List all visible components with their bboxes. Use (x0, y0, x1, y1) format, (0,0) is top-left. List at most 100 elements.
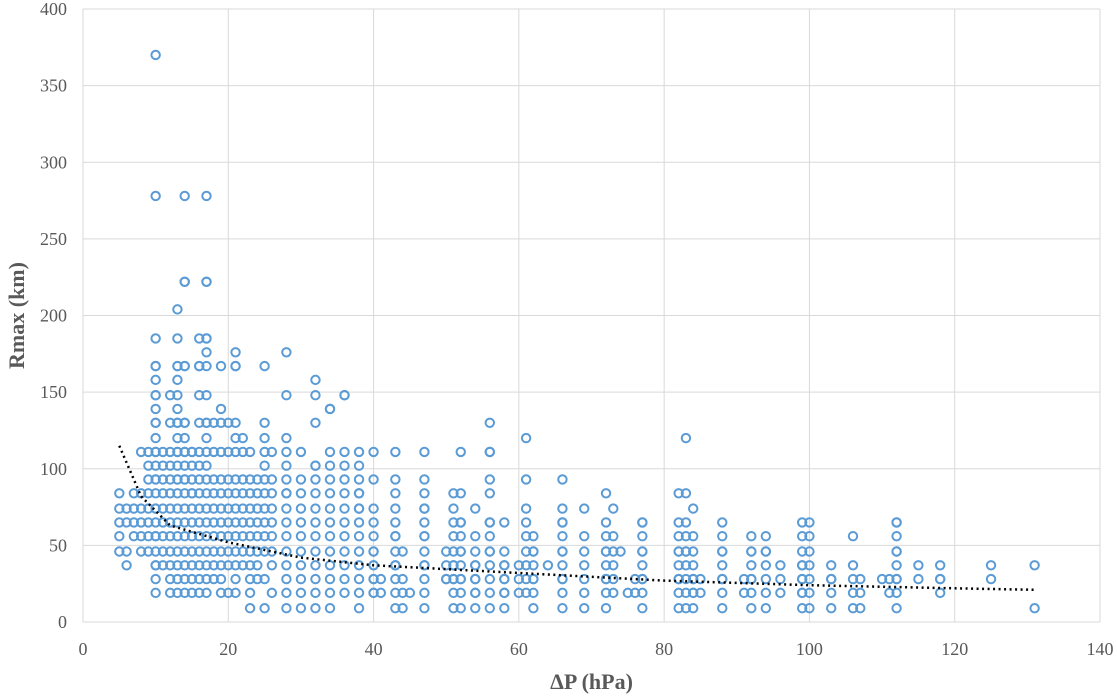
data-point (455, 517, 466, 528)
data-point (186, 474, 198, 485)
data-point (143, 446, 154, 458)
data-point (688, 573, 699, 585)
data-point (847, 530, 859, 542)
data-point (179, 573, 190, 585)
data-point (746, 587, 757, 599)
data-point (150, 474, 161, 485)
data-point (390, 587, 401, 599)
data-point (579, 573, 590, 585)
data-point (470, 546, 481, 557)
data-point (244, 474, 256, 485)
data-point (143, 460, 154, 471)
data-point (164, 389, 176, 401)
data-point (600, 573, 612, 585)
data-point (150, 503, 161, 514)
data-point (390, 517, 401, 528)
data-point (201, 488, 212, 499)
y-tick-label: 250 (40, 229, 67, 249)
data-point (339, 389, 350, 401)
data-point (215, 360, 227, 372)
data-point (150, 460, 161, 471)
data-point (484, 546, 495, 557)
data-point (230, 517, 241, 528)
data-point (847, 603, 859, 614)
data-point (448, 517, 459, 528)
data-point (760, 546, 772, 557)
data-point (237, 560, 249, 571)
data-point (259, 446, 270, 458)
data-point (404, 587, 416, 599)
data-point (186, 546, 198, 557)
data-point (186, 517, 198, 528)
data-point (855, 603, 866, 614)
data-point (673, 587, 684, 599)
data-point (796, 517, 808, 528)
data-point (673, 546, 684, 557)
data-point (891, 603, 902, 614)
data-point (150, 546, 161, 557)
data-point (215, 560, 227, 571)
data-point (520, 587, 532, 599)
data-point (121, 517, 132, 528)
data-point (194, 546, 205, 557)
data-point (244, 560, 256, 571)
data-point (470, 587, 481, 599)
data-point (913, 560, 924, 571)
data-point (208, 474, 219, 485)
data-point (390, 603, 401, 614)
data-point (150, 333, 161, 344)
data-point (484, 417, 495, 428)
data-point (419, 474, 430, 485)
data-point (295, 546, 307, 557)
data-point (150, 432, 161, 444)
data-point (796, 560, 808, 571)
data-point (826, 603, 837, 614)
data-point (470, 573, 481, 585)
data-point (143, 474, 154, 485)
data-point (281, 474, 292, 485)
data-point (150, 530, 161, 542)
data-point (310, 374, 321, 386)
x-tick-label: 60 (510, 639, 528, 659)
data-point (230, 560, 241, 571)
data-point (259, 603, 270, 614)
data-point (985, 573, 997, 585)
data-point (215, 573, 227, 585)
data-point (201, 573, 212, 585)
data-point (194, 517, 205, 528)
data-point (281, 460, 292, 471)
data-point (804, 573, 815, 585)
data-point (310, 503, 321, 514)
data-point (150, 573, 161, 585)
data-point (157, 517, 169, 528)
data-point (150, 374, 161, 386)
data-point (688, 603, 699, 614)
data-point (680, 432, 692, 444)
data-point (150, 389, 161, 401)
data-point (143, 517, 154, 528)
data-point (215, 474, 227, 485)
data-point (637, 517, 648, 528)
data-point (353, 488, 365, 499)
data-point (252, 546, 263, 557)
data-point (368, 474, 379, 485)
data-point (542, 560, 554, 571)
data-point (237, 474, 249, 485)
data-point (201, 560, 212, 571)
data-point (353, 503, 365, 514)
data-point (579, 503, 590, 514)
data-point (717, 603, 728, 614)
data-point (281, 432, 292, 444)
data-point (600, 530, 612, 542)
data-point (201, 474, 212, 485)
data-point (186, 503, 198, 514)
data-point (259, 460, 270, 471)
data-point (746, 603, 757, 614)
data-point (143, 546, 154, 557)
data-point (390, 488, 401, 499)
data-point (230, 573, 241, 585)
data-point (252, 530, 263, 542)
data-point (172, 360, 183, 372)
data-point (796, 546, 808, 557)
data-point (172, 587, 183, 599)
